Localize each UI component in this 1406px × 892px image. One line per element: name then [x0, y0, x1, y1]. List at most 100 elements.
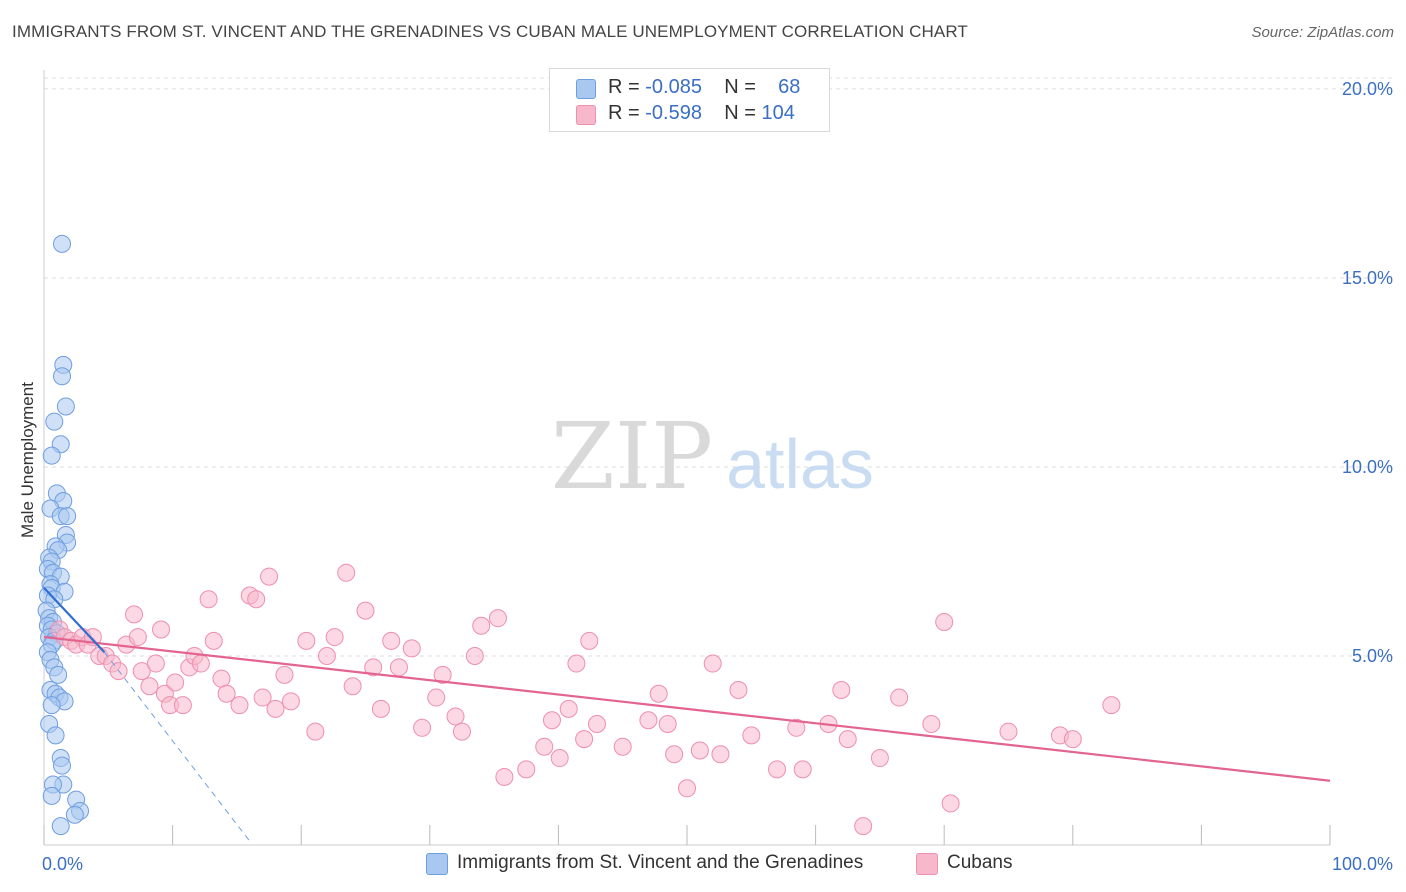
cubans-point — [337, 563, 356, 582]
cubans-point — [832, 681, 851, 699]
immigrants-point — [42, 696, 61, 715]
immigrants-trend-line — [43, 587, 106, 653]
y-tick-label: 15.0% — [1342, 268, 1393, 288]
watermark-atlas: atlas — [726, 425, 874, 503]
immigrants-point — [45, 412, 64, 431]
source-label: Source: ZipAtlas.com — [1251, 24, 1394, 41]
correlation-legend: R = -0.085 N = 68 R = -0.598 N = 104 — [549, 68, 830, 132]
cubans-point — [317, 646, 336, 665]
immigrants-point — [51, 817, 70, 836]
cubans-point — [999, 722, 1018, 741]
cubans-point — [768, 760, 787, 779]
cubans-point — [433, 665, 452, 684]
cubans-point — [132, 662, 151, 681]
cubans-point — [281, 692, 300, 711]
watermark: ZIP atlas — [551, 403, 874, 510]
x-tick-label: 100.0% — [1332, 854, 1393, 874]
cubans-point — [199, 590, 218, 609]
cubans-point — [266, 699, 285, 718]
y-tick-label: 5.0% — [1352, 646, 1393, 666]
legend-swatch-cubans — [576, 105, 596, 125]
cubans-point — [364, 658, 383, 677]
cubans-point — [230, 696, 249, 715]
cubans-point — [452, 722, 471, 741]
cubans-point — [446, 707, 465, 726]
legend-n-label: N = — [724, 76, 756, 98]
cubans-point — [870, 749, 889, 768]
cubans-point — [922, 715, 941, 734]
cubans-point — [325, 628, 344, 647]
cubans-point — [854, 817, 873, 836]
bottom-legend-swatch-cubans — [916, 853, 938, 875]
cubans-point — [1102, 696, 1121, 715]
cubans-trend-line — [43, 635, 1331, 782]
cubans-point — [253, 688, 272, 707]
legend-r-value: -0.085 — [645, 76, 702, 98]
immigrants-point — [65, 805, 84, 824]
cubans-point — [838, 730, 857, 749]
series-cubans-points — [50, 563, 1121, 836]
immigrants-point — [42, 786, 61, 805]
legend-n-value: 104 — [761, 102, 795, 124]
cubans-point — [542, 711, 561, 730]
trend-lines — [43, 587, 1331, 842]
cubans-point — [941, 794, 960, 813]
cubans-point — [678, 779, 696, 798]
cubans-point — [658, 715, 677, 734]
immigrants-point — [56, 397, 75, 416]
cubans-point — [649, 684, 668, 703]
legend-r-value: -0.598 — [645, 102, 702, 124]
cubans-point — [191, 654, 210, 673]
y-axis-label: Male Unemployment — [18, 382, 37, 538]
cubans-point — [935, 612, 954, 631]
cubans-point — [472, 616, 491, 635]
immigrants-point — [53, 367, 72, 386]
y-tick-label: 10.0% — [1342, 457, 1393, 477]
cubans-point — [517, 760, 536, 779]
cubans-point — [1063, 730, 1082, 749]
cubans-point — [217, 684, 236, 703]
tick-labels: 5.0% 10.0% 15.0% 20.0% 0.0% 100.0% — [42, 79, 1393, 874]
legend-swatch-immigrants — [576, 79, 596, 99]
cubans-point — [465, 646, 484, 665]
cubans-point — [793, 760, 812, 779]
cubans-point — [787, 718, 806, 737]
cubans-point — [567, 654, 586, 673]
cubans-point — [173, 696, 192, 715]
cubans-point — [260, 567, 279, 586]
cubans-point — [306, 722, 325, 741]
cubans-point — [297, 631, 316, 650]
cubans-point — [550, 749, 569, 768]
cubans-point — [204, 631, 223, 650]
cubans-point — [427, 688, 446, 707]
cubans-point — [575, 730, 594, 749]
chart-title: IMMIGRANTS FROM ST. VINCENT AND THE GREN… — [12, 22, 968, 41]
cubans-point — [703, 654, 722, 673]
cubans-point — [382, 631, 401, 650]
cubans-point — [212, 669, 231, 688]
cubans-point — [495, 767, 514, 786]
cubans-point — [247, 590, 266, 609]
cubans-point — [639, 711, 658, 730]
cubans-point — [128, 628, 147, 647]
x-tick-label: 0.0% — [42, 854, 83, 874]
cubans-point — [580, 631, 599, 650]
cubans-point — [125, 605, 144, 624]
series-immigrants-points — [37, 234, 90, 836]
cubans-point — [535, 737, 554, 756]
y-tick-label: 20.0% — [1342, 79, 1393, 99]
cubans-point — [343, 677, 362, 696]
cubans-point — [488, 609, 507, 628]
cubans-point — [587, 715, 606, 734]
bottom-legend-swatch-immigrants — [426, 853, 448, 875]
cubans-point — [389, 658, 408, 677]
cubans-point — [356, 601, 375, 620]
immigrants-point — [53, 756, 72, 775]
cubans-point — [742, 726, 761, 745]
cubans-point — [152, 620, 171, 639]
cubans-point — [890, 688, 909, 707]
cubans-point — [613, 737, 632, 756]
cubans-point — [729, 681, 748, 699]
cubans-point — [146, 654, 165, 673]
cubans-point — [402, 639, 421, 658]
